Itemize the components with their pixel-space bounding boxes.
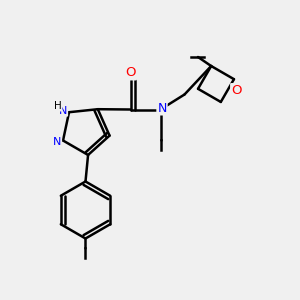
Text: H: H xyxy=(54,100,61,111)
Text: N: N xyxy=(53,137,61,147)
Text: N: N xyxy=(59,106,67,116)
Text: O: O xyxy=(231,84,242,97)
Text: O: O xyxy=(125,66,136,80)
Text: N: N xyxy=(157,101,167,115)
